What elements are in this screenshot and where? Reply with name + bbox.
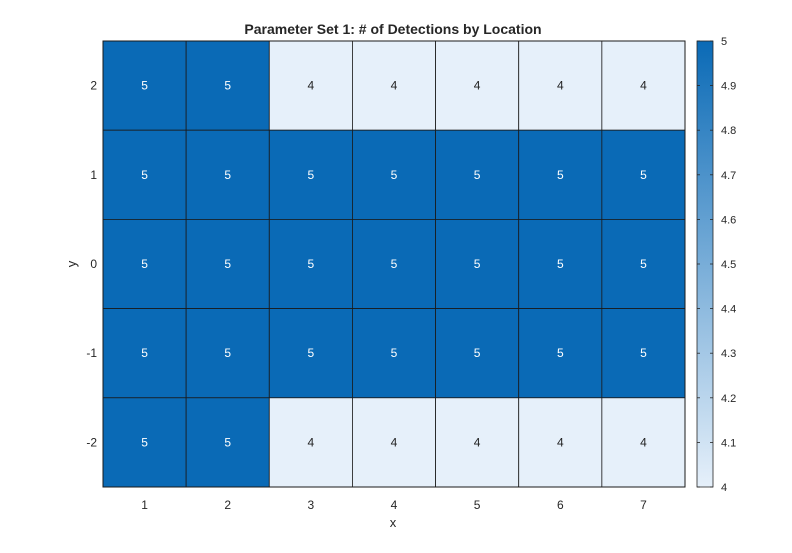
heatmap-cell <box>435 40 520 131</box>
colorbar-tick-label: 5 <box>721 36 727 48</box>
heatmap-cell-label: 5 <box>557 346 564 360</box>
heatmap-cell <box>601 129 686 220</box>
heatmap-cell-label: 4 <box>640 79 647 93</box>
y-tick-label: -1 <box>86 346 97 360</box>
heatmap-cell-labels: 5 5 4 4 4 4 4 5 5 5 5 5 5 5 5 5 5 5 5 5 5 5 5 5 5 5 5 5 5 5 4 4 4 4 4 <box>141 79 647 450</box>
heatmap-cell-label: 5 <box>224 79 231 93</box>
colorbar-tick-label: 4.1 <box>721 437 736 449</box>
heatmap-cell-label: 5 <box>224 168 231 182</box>
chart-title: Parameter Set 1: # of Detections by Loca… <box>244 21 541 37</box>
heatmap-cell-label: 5 <box>640 346 647 360</box>
heatmap-cell-label: 5 <box>308 257 315 271</box>
heatmap-cell <box>102 40 187 131</box>
heatmap-cell-label: 5 <box>557 257 564 271</box>
heatmap-cell-label: 5 <box>308 168 315 182</box>
heatmap-cell <box>435 129 520 220</box>
heatmap-cell-label: 4 <box>308 435 315 449</box>
heatmap-cell-label: 4 <box>557 79 564 93</box>
heatmap-cell-label: 4 <box>640 435 647 449</box>
heatmap-cell-label: 5 <box>391 257 398 271</box>
heatmap-cell-label: 5 <box>224 257 231 271</box>
colorbar-tick-label: 4.5 <box>721 259 736 271</box>
x-tick-label: 2 <box>224 498 231 512</box>
heatmap-cell-label: 5 <box>474 346 481 360</box>
heatmap-cell <box>352 308 436 399</box>
heatmap-cell <box>352 40 436 131</box>
heatmap-cell <box>601 308 686 399</box>
x-tick-label: 4 <box>391 498 398 512</box>
colorbar-tick-label: 4.7 <box>721 170 736 182</box>
heatmap-cell-label: 5 <box>224 346 231 360</box>
x-tick-label: 1 <box>141 498 148 512</box>
heatmap-cell-label: 5 <box>141 257 148 271</box>
colorbar-tick-label: 4.4 <box>721 304 736 316</box>
colorbar: 4 4.1 4.2 4.3 4.4 4.5 4.6 4.7 4.8 4.9 5 <box>696 36 736 494</box>
heatmap-cell-label: 4 <box>391 435 398 449</box>
heatmap-cell <box>268 397 353 488</box>
heatmap-cell-label: 4 <box>391 79 398 93</box>
plot-border <box>102 40 686 488</box>
heatmap-cell <box>518 308 603 399</box>
x-axis-label: x <box>390 515 397 530</box>
heatmap-cell-label: 5 <box>308 346 315 360</box>
heatmap-cell-label: 5 <box>557 168 564 182</box>
heatmap-cell <box>102 397 187 488</box>
heatmap-cell-label: 5 <box>141 168 148 182</box>
heatmap-cell <box>601 397 686 488</box>
heatmap-cell-label: 4 <box>474 79 481 93</box>
heatmap-cell <box>185 308 270 399</box>
x-tick-label: 6 <box>557 498 564 512</box>
y-axis-label: y <box>64 260 79 267</box>
heatmap-cell-label: 5 <box>474 257 481 271</box>
colorbar-tick-label: 4.9 <box>721 81 736 93</box>
x-tick-labels: 1 2 3 4 5 6 7 <box>141 498 647 512</box>
heatmap-cell <box>518 40 603 131</box>
heatmap-cell-label: 5 <box>141 346 148 360</box>
heatmap-cell-label: 4 <box>308 79 315 93</box>
colorbar-tick-label: 4.3 <box>721 348 736 360</box>
x-tick-label: 7 <box>640 498 647 512</box>
y-tick-label: 0 <box>90 257 97 271</box>
heatmap-cell <box>102 218 187 309</box>
x-tick-label: 3 <box>308 498 315 512</box>
colorbar-tick-label: 4.6 <box>721 214 736 226</box>
heatmap-cell-label: 5 <box>474 168 481 182</box>
heatmap-cell <box>518 218 603 309</box>
heatmap-cell <box>102 129 187 220</box>
heatmap-cell <box>601 218 686 309</box>
heatmap-cells <box>102 40 686 488</box>
heatmap-cell-label: 5 <box>391 346 398 360</box>
heatmap-cell <box>102 308 187 399</box>
heatmap-cell-label: 5 <box>391 168 398 182</box>
heatmap-cell-label: 5 <box>141 79 148 93</box>
y-tick-label: 1 <box>90 168 97 182</box>
heatmap-cell-label: 5 <box>640 257 647 271</box>
heatmap-cell <box>185 218 270 309</box>
heatmap-cell <box>268 218 353 309</box>
heatmap-cell <box>518 129 603 220</box>
heatmap-cell-label: 5 <box>224 435 231 449</box>
heatmap-cell-label: 4 <box>557 435 564 449</box>
heatmap-cell-label: 5 <box>141 435 148 449</box>
y-tick-label: -2 <box>86 435 97 449</box>
heatmap-cell-label: 5 <box>640 168 647 182</box>
heatmap-cell <box>185 40 270 131</box>
heatmap-cell <box>352 218 436 309</box>
y-tick-labels: 2 1 0 -1 -2 <box>86 79 97 450</box>
heatmap-cell-label: 4 <box>474 435 481 449</box>
colorbar-tick-label: 4.8 <box>721 125 736 137</box>
heatmap-cell <box>435 218 520 309</box>
x-tick-label: 5 <box>474 498 481 512</box>
heatmap-cell <box>268 129 353 220</box>
y-tick-label: 2 <box>90 79 97 93</box>
colorbar-tick-label: 4 <box>721 482 727 494</box>
colorbar-tick-label: 4.2 <box>721 393 736 405</box>
